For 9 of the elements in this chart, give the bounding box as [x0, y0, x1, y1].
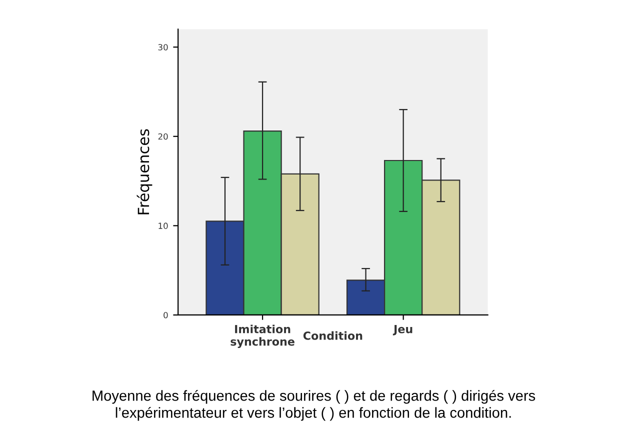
y-tick-label: 0	[164, 312, 168, 318]
y-tick-label: 10	[158, 222, 168, 229]
text: Moyenne des fréquences de sourires ( ) et de regards ( ) dirigés vers l’expérimentateur et vers l’objet ( ) en fonction de la condition.	[92, 390, 536, 421]
x-axis-title: Condition	[303, 331, 362, 340]
y-axis-title: Fréquences	[136, 129, 152, 214]
y-tick-label: 30	[158, 44, 168, 50]
x-tick-label: Imitation synchrone	[230, 324, 294, 348]
x-tick-label: Jeu	[392, 325, 412, 336]
y-tick-label: 20	[158, 133, 168, 140]
